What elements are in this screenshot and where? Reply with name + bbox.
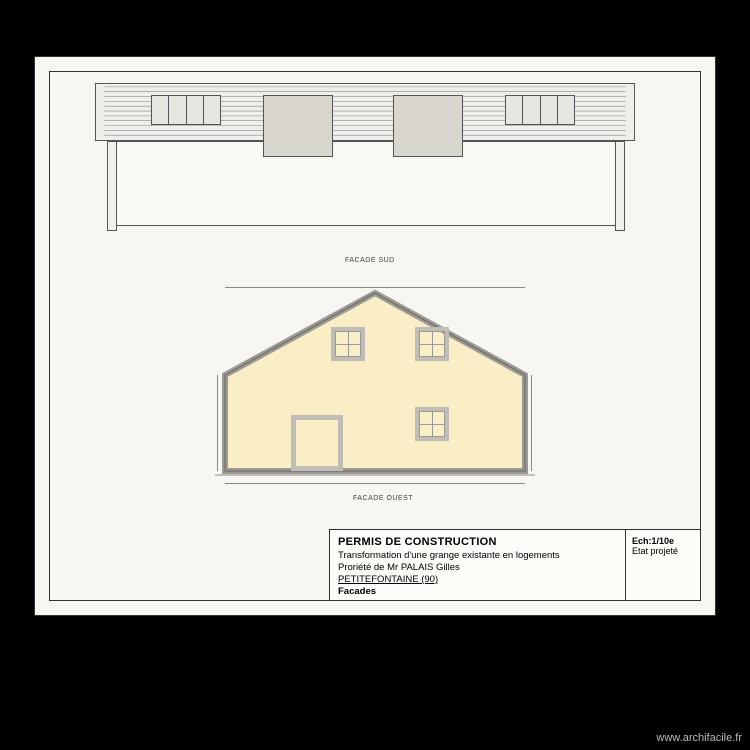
title-block-scale: Ech:1/10e Etat projeté <box>625 529 701 601</box>
permit-line-1: Transformation d'une grange existante en… <box>338 550 617 562</box>
facade-ouest <box>215 287 535 507</box>
door-south-2 <box>393 95 463 157</box>
permit-line-2: Proriété de Mr PALAIS Gilles <box>338 562 617 574</box>
title-block-main: PERMIS DE CONSTRUCTION Transformation d'… <box>329 529 625 601</box>
dim-arrow <box>531 375 532 471</box>
facade-ouest-label: FACADE OUEST <box>353 495 413 502</box>
dim-arrow <box>375 287 525 288</box>
watermark: www.archifacile.fr <box>656 732 742 744</box>
wall-south <box>113 141 617 226</box>
title-block: PERMIS DE CONSTRUCTION Transformation d'… <box>329 529 701 601</box>
post-right <box>615 141 625 231</box>
facade-sud-label: FACADE SUD <box>345 257 395 264</box>
permit-line-4: Facades <box>338 586 617 598</box>
window-south-1 <box>151 95 221 125</box>
post-left <box>107 141 117 231</box>
gable-window-1 <box>331 327 365 361</box>
gable-outline <box>215 287 535 507</box>
dim-arrow <box>225 287 375 288</box>
state-label: Etat projeté <box>632 546 694 556</box>
facade-sud <box>95 83 635 253</box>
permit-line-3: PETITEFONTAINE (90) <box>338 574 617 586</box>
permit-title: PERMIS DE CONSTRUCTION <box>338 536 617 548</box>
dim-arrow <box>217 375 218 471</box>
door-south-1 <box>263 95 333 157</box>
dim-arrow <box>225 483 525 484</box>
gable-window-3 <box>415 407 449 441</box>
window-south-2 <box>505 95 575 125</box>
gable-window-2 <box>415 327 449 361</box>
scale-label: Ech:1/10e <box>632 536 694 546</box>
gable-door <box>291 415 343 471</box>
drawing-sheet: FACADE SUD FACADE OUEST PERMIS DE CONSTR… <box>34 56 716 616</box>
